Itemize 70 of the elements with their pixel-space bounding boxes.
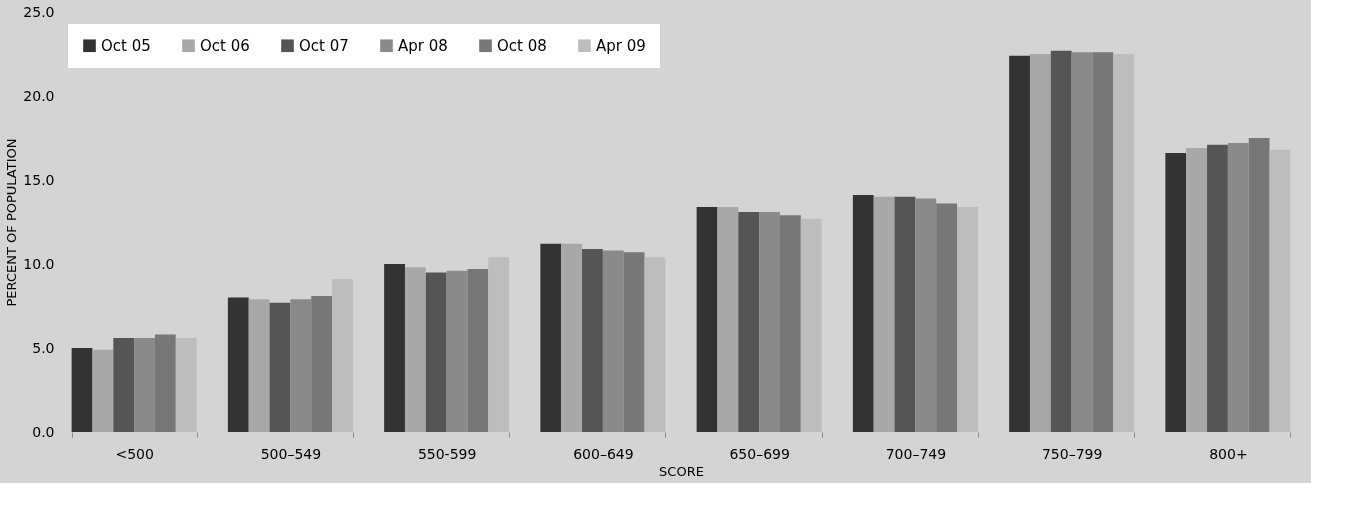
bar — [311, 295, 333, 432]
x-tick-label: 500–549 — [260, 445, 322, 462]
bar — [644, 257, 666, 432]
x-axis-title: SCORE — [659, 463, 704, 479]
bar — [154, 334, 176, 432]
bar — [738, 211, 760, 432]
y-tick-label: 15.0 — [23, 171, 55, 188]
bar — [1165, 153, 1187, 432]
bar — [717, 206, 739, 432]
bar — [384, 264, 405, 432]
bar — [852, 195, 874, 432]
y-tick-label: 10.0 — [23, 255, 55, 272]
y-tick-label: 25.0 — [23, 3, 55, 20]
bar — [957, 206, 978, 432]
y-tick-label: 5.0 — [32, 339, 55, 356]
bar — [623, 252, 645, 432]
bar — [915, 198, 937, 432]
x-tick-label: 800+ — [1209, 445, 1248, 462]
bar — [602, 250, 624, 432]
bar — [696, 206, 718, 432]
bar — [113, 337, 135, 432]
bar — [936, 203, 958, 432]
bar — [1009, 55, 1030, 432]
bar — [1207, 144, 1228, 432]
bar — [175, 337, 197, 432]
bar — [561, 243, 583, 432]
bar — [759, 211, 780, 432]
legend-label: Oct 06 — [200, 36, 250, 55]
bar — [894, 196, 916, 432]
bar — [1092, 52, 1114, 432]
x-tick-label: 600–649 — [573, 445, 634, 462]
x-tick-label: 550-599 — [417, 445, 477, 462]
bar — [1269, 149, 1291, 432]
bar — [248, 299, 270, 432]
x-tick-label: 700–749 — [885, 445, 947, 462]
legend-label: Apr 08 — [398, 36, 448, 55]
legend-label: Oct 07 — [299, 36, 349, 55]
bar — [467, 269, 489, 432]
bar — [425, 272, 447, 432]
bar — [1186, 148, 1208, 432]
bar — [1029, 54, 1051, 432]
y-tick-label: 20.0 — [23, 87, 55, 104]
bar — [1248, 138, 1270, 432]
bar — [1050, 50, 1072, 432]
bar — [269, 302, 291, 432]
bar — [227, 297, 249, 432]
y-axis-title: PERCENT OF POPULATION — [4, 138, 20, 307]
bar — [1113, 54, 1135, 432]
y-tick-label: 0.0 — [32, 423, 55, 440]
bar — [92, 349, 114, 432]
bar — [71, 348, 93, 432]
bar — [540, 243, 562, 432]
bar — [582, 248, 603, 432]
bar — [873, 196, 895, 432]
bar — [290, 299, 312, 432]
legend-label: Oct 08 — [497, 36, 547, 55]
bar — [1227, 143, 1249, 432]
bar — [134, 337, 155, 432]
x-tick-label: 750–799 — [1041, 445, 1103, 462]
bar — [488, 257, 510, 432]
x-tick-label: 650–699 — [729, 445, 790, 462]
legend-label: Apr 09 — [596, 36, 646, 55]
bar — [404, 267, 426, 432]
bar — [1071, 52, 1093, 432]
bar — [332, 279, 353, 432]
bar — [446, 270, 468, 432]
legend-label: Oct 05 — [101, 36, 151, 55]
bar — [800, 218, 822, 432]
bar — [779, 215, 801, 432]
x-tick-label: <500 — [115, 445, 154, 462]
